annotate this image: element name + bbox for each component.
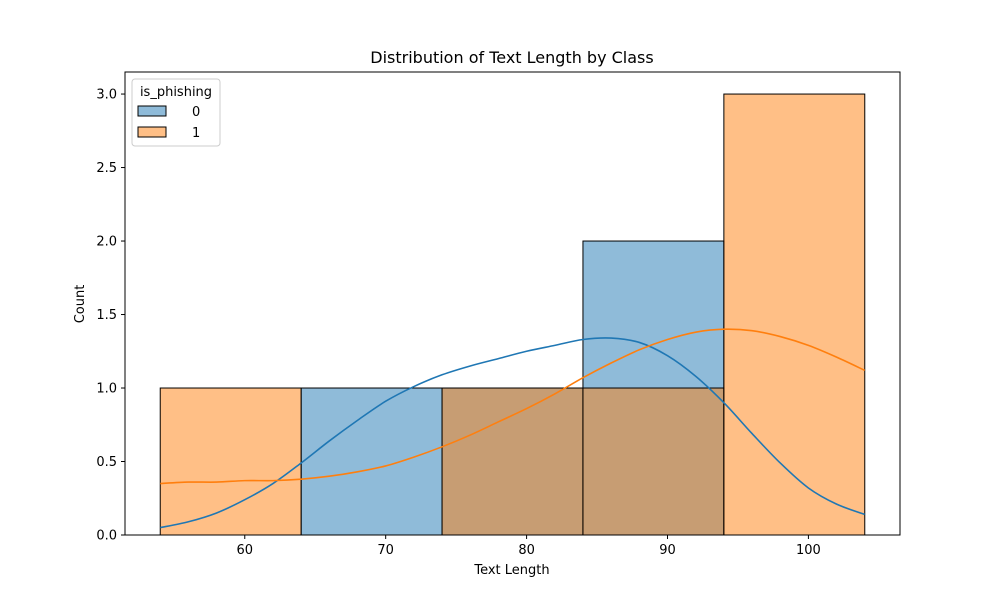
legend: is_phishing 0 1 xyxy=(131,78,221,147)
y-tick-label: 3.0 xyxy=(96,88,117,103)
legend-label-series-0: 0 xyxy=(192,105,200,120)
x-axis-ticks: 60 70 80 90 100 xyxy=(236,535,821,558)
histogram-bar-series-1 xyxy=(441,387,584,536)
legend-swatch-series-0 xyxy=(137,105,167,117)
x-tick-label: 60 xyxy=(236,543,253,558)
x-tick-label: 70 xyxy=(377,543,394,558)
legend-title: is_phishing xyxy=(140,85,212,100)
histogram-bar-series-0 xyxy=(300,387,443,536)
y-tick-label: 2.0 xyxy=(96,235,117,250)
legend-swatch-series-1 xyxy=(137,126,167,138)
y-tick-label: 2.5 xyxy=(96,161,117,176)
plot-frame xyxy=(124,71,901,536)
x-tick-label: 80 xyxy=(518,543,535,558)
kde-curves xyxy=(160,328,866,529)
kde-line-series-0 xyxy=(160,337,866,529)
x-axis-label: Text Length xyxy=(473,563,549,578)
y-tick-label: 1.0 xyxy=(96,382,117,397)
kde-line-series-1 xyxy=(160,328,866,485)
x-tick-label: 100 xyxy=(796,543,821,558)
x-tick-label: 90 xyxy=(659,543,676,558)
legend-label-series-1: 1 xyxy=(192,126,200,141)
y-tick-label: 0.0 xyxy=(96,529,117,544)
y-tick-label: 1.5 xyxy=(96,308,117,323)
y-axis-label: Count xyxy=(73,285,88,324)
histogram-bars xyxy=(159,93,866,536)
y-axis-ticks: 0.0 0.5 1.0 1.5 2.0 2.5 3.0 xyxy=(96,88,125,544)
y-tick-label: 0.5 xyxy=(96,455,117,470)
histogram-bar-series-1 xyxy=(159,387,302,536)
histogram-bar-series-1 xyxy=(582,387,725,536)
histogram-bar-series-1 xyxy=(723,93,866,536)
chart-title: Distribution of Text Length by Class xyxy=(370,48,653,67)
